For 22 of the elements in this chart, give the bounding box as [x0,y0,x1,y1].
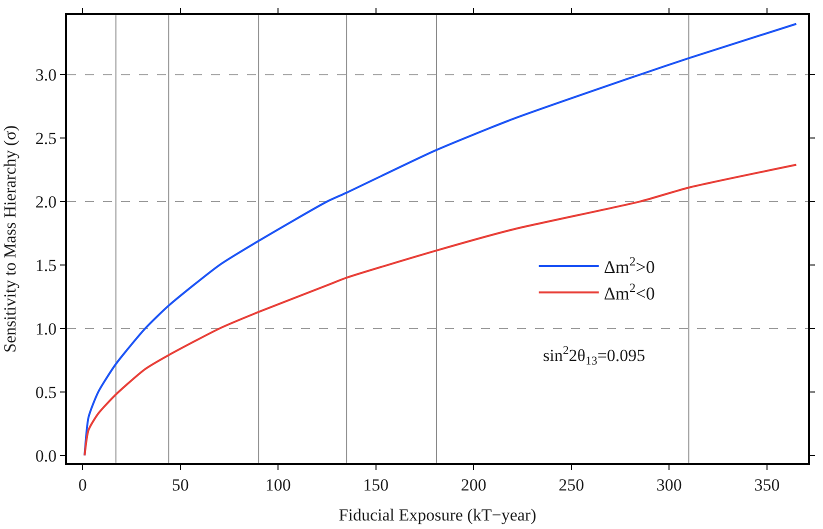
line-series [84,164,798,456]
x-tick-label: 300 [656,475,682,494]
y-tick-label: 1.5 [35,256,57,275]
legend-label: Δm$^{2}$>0 [604,254,655,278]
y-tick-label: 0.5 [35,382,57,402]
y-tick-label: 3.0 [35,66,57,85]
annotation: sin$^{2}$2θ$_{13}$=0.095 [543,343,646,368]
y-tick-label: 2.5 [35,129,57,148]
x-tick-label: 150 [363,475,389,494]
x-tick-label: 200 [460,475,486,494]
y-tick-label: 2.0 [35,192,57,212]
legend-label: Δm$^{2}$<0 [604,280,655,304]
y-tick-label: 0.0 [35,446,57,466]
x-axis-title: Fiducial Exposure (kT−year) [338,505,536,524]
line-series [84,22,798,456]
x-tick-label: 100 [265,475,291,494]
x-tick-label: 250 [558,475,584,494]
x-tick-label: 0 [78,475,87,494]
y-tick-label: 1.0 [35,319,57,338]
x-tick-label: 350 [754,475,780,494]
y-axis-title: Sensitivity to Mass Hierarchy (σ) [0,125,20,353]
x-tick-label: 50 [172,475,189,494]
